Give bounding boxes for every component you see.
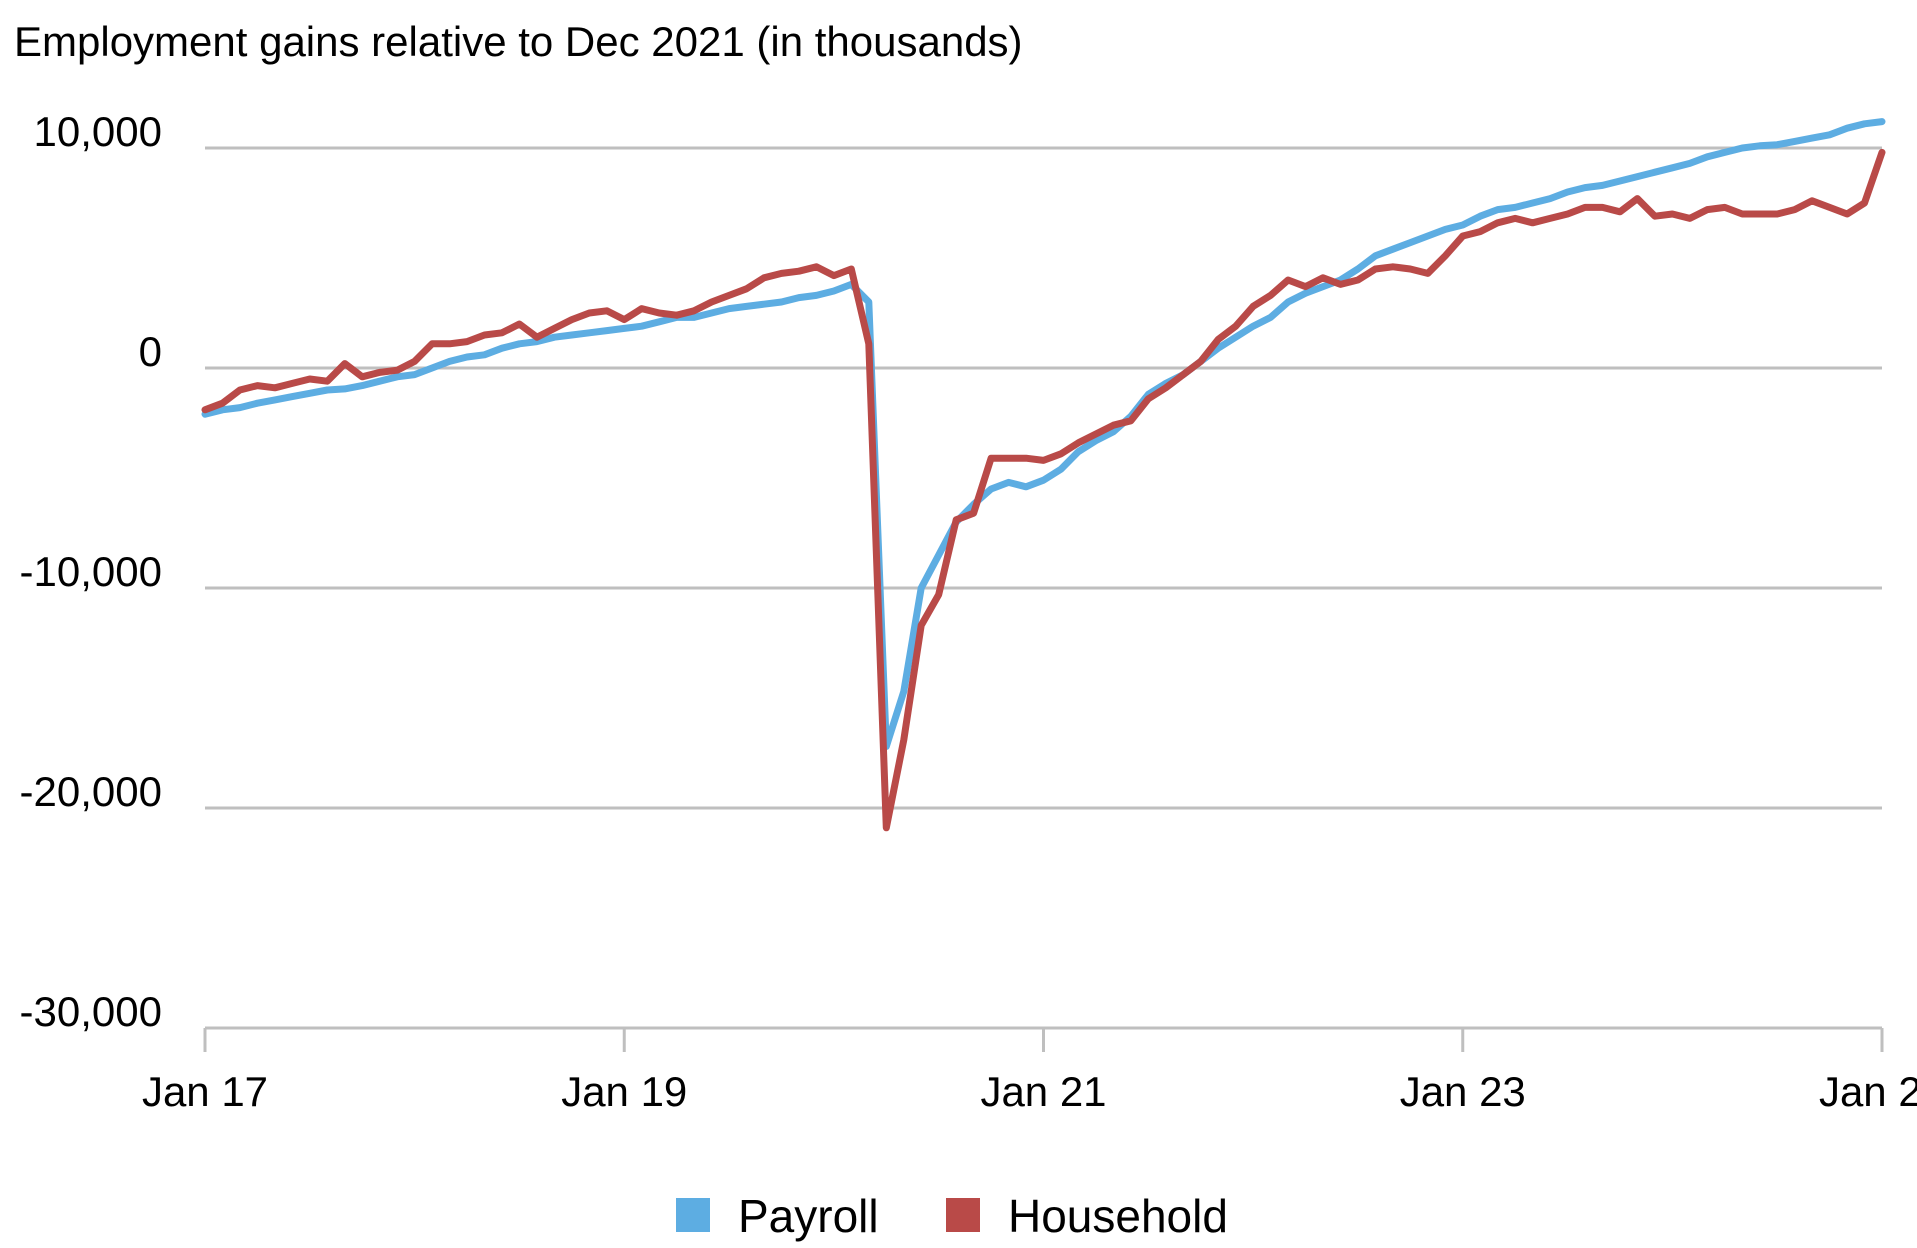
legend-label-payroll: Payroll [738, 1190, 879, 1242]
legend-swatch-household [946, 1198, 980, 1232]
x-axis: Jan 17 Jan 19 Jan 21 Jan 23 Jan 25 [142, 1028, 1917, 1115]
chart-title: Employment gains relative to Dec 2021 (i… [14, 18, 1023, 65]
legend-label-household: Household [1008, 1190, 1228, 1242]
y-tick-label: -10,000 [20, 548, 162, 595]
y-tick-label: -20,000 [20, 768, 162, 815]
y-tick-label: 10,000 [34, 108, 162, 155]
y-tick-label: -30,000 [20, 988, 162, 1035]
series-lines [201, 118, 1886, 832]
legend: Payroll Household [676, 1190, 1228, 1242]
y-axis-ticks: 10,000 0 -10,000 -20,000 -30,000 [20, 108, 162, 1035]
x-tick-label: Jan 21 [980, 1068, 1106, 1115]
y-tick-label: 0 [139, 328, 162, 375]
series-line-household [201, 148, 1886, 832]
gridlines [205, 146, 1882, 1030]
legend-swatch-payroll [676, 1198, 710, 1232]
x-tick-label: Jan 19 [561, 1068, 687, 1115]
x-tick-label: Jan 17 [142, 1068, 268, 1115]
x-tick-label: Jan 25 [1819, 1068, 1917, 1115]
series-line-payroll [201, 118, 1886, 750]
x-tick-label: Jan 23 [1400, 1068, 1526, 1115]
